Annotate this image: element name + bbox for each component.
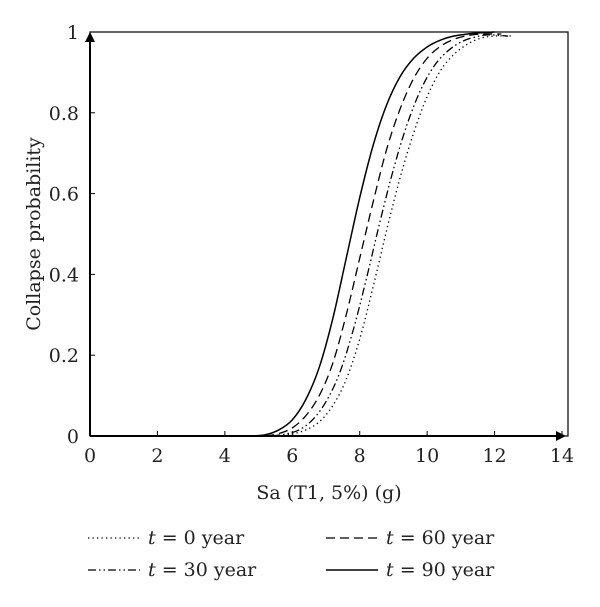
y-tick-label: 0.6: [49, 184, 79, 206]
x-tick-label: 12: [482, 445, 506, 467]
x-tick-label: 10: [415, 445, 439, 467]
legend-label-t30: t = 30 year: [148, 559, 257, 581]
y-tick-label: 0.2: [49, 345, 79, 367]
x-tick-label: 8: [354, 445, 366, 467]
x-tick-label: 2: [151, 445, 163, 467]
series-lines: [251, 31, 512, 437]
y-tick-label: 0: [67, 426, 79, 448]
y-tick-label: 0.4: [49, 264, 79, 286]
plot-frame: [89, 31, 569, 437]
legend: t = 0 year t = 30 year t = 60 year t = 9…: [88, 527, 495, 581]
legend-label-t90: t = 90 year: [386, 559, 495, 581]
legend-label-t60: t = 60 year: [386, 527, 495, 549]
y-tick-label: 0.8: [49, 103, 79, 125]
y-tick-label: 1: [67, 22, 79, 44]
series-line-2: [265, 33, 502, 437]
series-line-1: [271, 34, 509, 437]
x-tick-label: 4: [219, 445, 231, 467]
x-tick-label: 6: [286, 445, 298, 467]
y-axis-title: Collapse probability: [23, 137, 45, 331]
x-axis-title: Sa (T1, 5%) (g): [256, 482, 401, 504]
series-line-3: [251, 31, 495, 437]
legend-label-t0: t = 0 year: [148, 527, 245, 549]
axis-ticks: 0 2 4 6 8 10 12 14 0 0.2 0.4 0.6 0.8 1: [49, 22, 574, 467]
x-tick-label: 0: [84, 445, 96, 467]
series-line-0: [278, 35, 512, 437]
x-tick-label: 14: [550, 445, 574, 467]
